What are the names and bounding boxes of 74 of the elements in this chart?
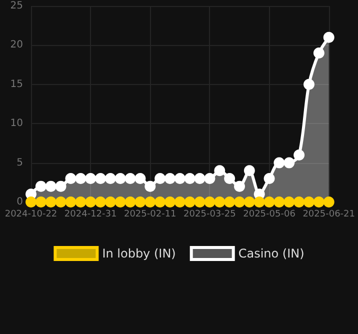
point [304, 78, 314, 90]
x-tick-label: 2024-12-31 [64, 210, 117, 220]
point [274, 196, 285, 208]
point [204, 172, 216, 184]
point [114, 172, 126, 184]
point [244, 165, 255, 176]
point [104, 196, 116, 208]
y-tick-label: 25 [10, 0, 23, 12]
y-tick-label: 10 [10, 118, 23, 130]
point [95, 196, 106, 208]
point [55, 196, 66, 208]
y-tick-label: 0 [16, 196, 23, 208]
point [214, 165, 226, 176]
y-tick-label: 15 [10, 78, 23, 90]
point [26, 196, 36, 208]
point [134, 172, 146, 184]
point [134, 196, 146, 208]
point [194, 172, 206, 184]
point [154, 196, 166, 208]
point [284, 196, 295, 208]
point [65, 172, 76, 184]
point [254, 196, 265, 208]
point [35, 196, 46, 208]
point [224, 196, 236, 208]
point [35, 180, 46, 192]
point [124, 172, 136, 184]
point [164, 172, 176, 184]
point [104, 172, 116, 184]
point [154, 172, 166, 184]
x-tick-label: 2025-03-25 [184, 210, 236, 220]
point [45, 196, 56, 208]
point [214, 196, 226, 208]
point [234, 180, 245, 192]
point [85, 172, 96, 184]
x-tick-label: 2025-02-11 [124, 210, 176, 220]
y-tick-label: 20 [10, 40, 23, 51]
point [294, 196, 305, 208]
point [304, 196, 314, 208]
point [164, 196, 176, 208]
point [144, 196, 156, 208]
legend-label: In lobby (IN) [102, 246, 176, 260]
point [45, 180, 56, 192]
point [75, 196, 86, 208]
point [55, 180, 66, 192]
point [65, 196, 76, 208]
legend-label: Casino (IN) [238, 246, 304, 260]
point [174, 196, 186, 208]
point [204, 196, 216, 208]
point [274, 157, 285, 168]
point [124, 196, 136, 208]
x-tick-label: 2024-10-22 [4, 210, 58, 220]
point [313, 196, 324, 208]
point [264, 172, 275, 184]
point [184, 196, 196, 208]
point [75, 172, 86, 184]
point [264, 196, 275, 208]
y-tick-label: 5 [16, 157, 23, 168]
point [323, 196, 334, 208]
point [95, 172, 106, 184]
x-tick-label: 2025-06-21 [302, 210, 356, 220]
point [244, 196, 255, 208]
x-tick-label: 2025-05-06 [243, 210, 296, 220]
point [284, 157, 295, 168]
point [85, 196, 96, 208]
point [194, 196, 206, 208]
point [323, 32, 334, 43]
point [294, 149, 305, 160]
point [184, 172, 196, 184]
point [313, 48, 324, 59]
point [174, 172, 186, 184]
point [144, 180, 156, 192]
point [114, 196, 126, 208]
point [234, 196, 245, 208]
point [224, 172, 236, 184]
